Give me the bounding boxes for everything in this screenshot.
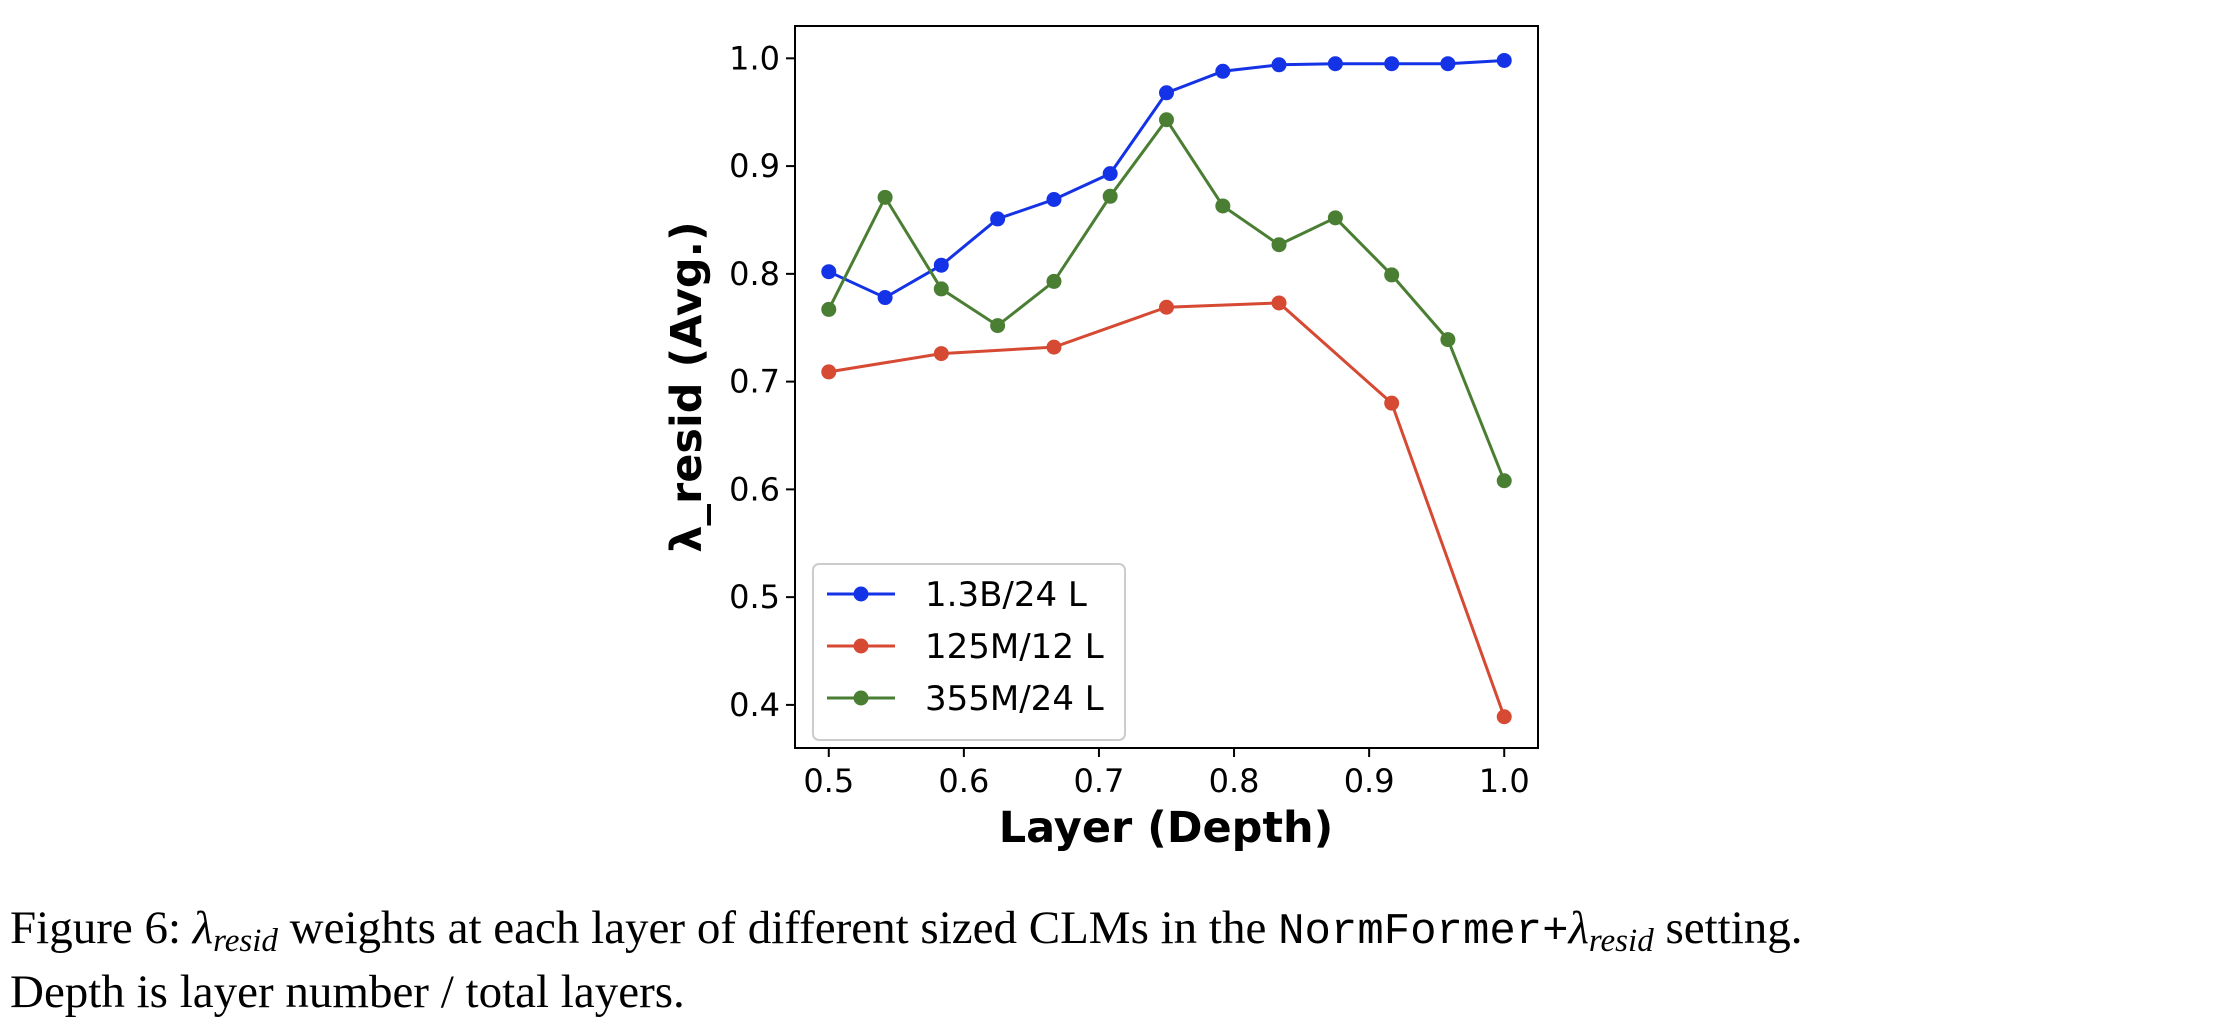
data-point bbox=[1159, 299, 1174, 315]
y-tick-label: 0.9 bbox=[729, 147, 780, 185]
caption-middle: weights at each layer of different sized… bbox=[277, 902, 1279, 954]
data-point bbox=[1384, 395, 1400, 411]
caption-lambda: λ bbox=[192, 902, 214, 954]
x-tick-label: 0.8 bbox=[1209, 762, 1260, 800]
data-point bbox=[1327, 210, 1343, 226]
legend-label: 355M/24 L bbox=[925, 679, 1104, 719]
data-point bbox=[1102, 166, 1118, 182]
y-tick-label: 1.0 bbox=[729, 39, 780, 77]
data-point bbox=[1271, 237, 1287, 253]
data-point bbox=[1496, 709, 1512, 725]
data-point bbox=[1271, 57, 1287, 73]
data-point bbox=[1159, 85, 1174, 101]
y-tick-label: 0.8 bbox=[729, 255, 780, 293]
data-point bbox=[990, 318, 1006, 334]
data-point bbox=[1271, 295, 1287, 311]
data-point bbox=[1440, 56, 1456, 72]
line-chart: 0.5 0.6 0.7 0.8 0.9 1.0 0.4 0.5 0.6 0.7 0.8 0.9 1.0… bbox=[662, 25, 1539, 853]
y-axis-title: λ_resid (Avg.) bbox=[662, 221, 712, 552]
data-point bbox=[821, 364, 837, 380]
data-point bbox=[1215, 198, 1231, 214]
data-point bbox=[1159, 112, 1174, 128]
legend-label: 125M/12 L bbox=[925, 627, 1104, 667]
data-point bbox=[1496, 473, 1512, 489]
caption-line-1: Figure 6: λresid weights at each layer o… bbox=[10, 898, 2210, 962]
data-point bbox=[1496, 52, 1512, 68]
data-point bbox=[1046, 191, 1062, 207]
caption-lambda-subscript: resid bbox=[213, 923, 278, 959]
caption-line-2: Depth is layer number / total layers. bbox=[10, 966, 685, 1018]
data-point bbox=[877, 189, 893, 205]
data-point bbox=[990, 211, 1006, 227]
y-tick-label: 0.6 bbox=[729, 470, 780, 508]
data-point bbox=[933, 346, 949, 362]
figure-caption: Figure 6: λresid weights at each layer o… bbox=[10, 898, 2210, 1022]
data-point bbox=[1384, 56, 1400, 72]
data-point bbox=[821, 264, 837, 280]
y-axis: 0.4 0.5 0.6 0.7 0.8 0.9 1.0 bbox=[729, 39, 795, 724]
y-tick-label: 0.4 bbox=[729, 686, 780, 724]
data-point bbox=[1327, 56, 1343, 72]
x-tick-label: 0.5 bbox=[803, 762, 854, 800]
data-point bbox=[1215, 63, 1231, 79]
caption-lambda-2: λ bbox=[1568, 902, 1589, 954]
data-point bbox=[1440, 332, 1456, 348]
data-point bbox=[1046, 339, 1062, 355]
plot-frame bbox=[794, 25, 1539, 749]
caption-lambda-subscript-2: resid bbox=[1588, 923, 1654, 959]
legend-swatch-marker bbox=[853, 690, 869, 706]
x-tick-label: 0.9 bbox=[1344, 762, 1395, 800]
data-point bbox=[1384, 267, 1400, 283]
x-tick-label: 0.6 bbox=[938, 762, 989, 800]
data-point bbox=[933, 257, 949, 273]
legend-label: 1.3B/24 L bbox=[925, 575, 1087, 615]
data-point bbox=[933, 281, 949, 297]
caption-suffix: setting. bbox=[1653, 902, 1803, 954]
y-tick-label: 0.5 bbox=[729, 578, 780, 616]
y-tick-label: 0.7 bbox=[729, 363, 780, 401]
x-axis: 0.5 0.6 0.7 0.8 0.9 1.0 bbox=[803, 748, 1530, 800]
legend-swatch-marker bbox=[853, 586, 869, 602]
x-tick-label: 0.7 bbox=[1074, 762, 1125, 800]
plot-area bbox=[821, 52, 1512, 725]
caption-prefix: Figure 6: bbox=[10, 902, 193, 954]
data-point bbox=[1046, 273, 1062, 289]
caption-normformer: NormFormer+ bbox=[1278, 907, 1569, 957]
legend-box bbox=[812, 563, 1126, 741]
data-point bbox=[821, 301, 837, 317]
legend-swatch-marker bbox=[853, 638, 869, 654]
data-point bbox=[877, 290, 893, 306]
x-axis-title: Layer (Depth) bbox=[999, 803, 1334, 853]
data-point bbox=[1102, 188, 1118, 204]
x-tick-label: 1.0 bbox=[1479, 762, 1530, 800]
legend: 1.3B/24 L 125M/12 L 355M/24 L bbox=[812, 563, 1126, 741]
